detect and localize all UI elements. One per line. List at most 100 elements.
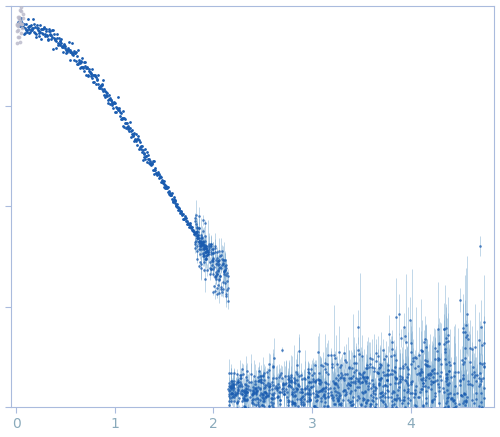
Point <box>364 361 372 368</box>
Point <box>344 384 352 391</box>
Point <box>258 391 266 398</box>
Point <box>279 380 287 387</box>
Point <box>234 378 242 385</box>
Point <box>378 413 386 420</box>
Point <box>418 401 426 408</box>
Point <box>200 258 208 265</box>
Point <box>316 381 324 388</box>
Point <box>460 375 468 382</box>
Point <box>234 382 242 388</box>
Point <box>406 317 414 324</box>
Point <box>476 242 484 249</box>
Point <box>214 282 222 289</box>
Point <box>448 395 456 402</box>
Point <box>450 423 458 430</box>
Point <box>234 383 242 390</box>
Point <box>428 378 436 385</box>
Point <box>422 411 430 418</box>
Point <box>422 335 430 342</box>
Point <box>380 419 388 426</box>
Point <box>434 354 442 361</box>
Point <box>257 373 265 380</box>
Point <box>292 406 300 413</box>
Point <box>411 387 419 394</box>
Point <box>363 365 371 372</box>
Point <box>220 267 228 274</box>
Point <box>440 388 448 395</box>
Point <box>410 406 418 413</box>
Point <box>260 398 268 405</box>
Point <box>339 388 347 395</box>
Point <box>352 375 360 382</box>
Point <box>204 241 212 248</box>
Point <box>198 234 206 241</box>
Point <box>332 406 340 413</box>
Point <box>354 392 362 399</box>
Point <box>374 369 382 376</box>
Point <box>234 378 242 385</box>
Point <box>315 408 323 415</box>
Point <box>403 388 411 395</box>
Point <box>417 347 425 354</box>
Point <box>366 354 374 361</box>
Point <box>427 419 435 426</box>
Point <box>287 378 295 385</box>
Point <box>284 383 292 390</box>
Point <box>354 375 362 382</box>
Point <box>321 410 329 417</box>
Point <box>310 402 318 409</box>
Point <box>359 373 367 380</box>
Point <box>462 398 470 405</box>
Point <box>239 371 247 378</box>
Point <box>215 277 223 284</box>
Point <box>436 340 444 347</box>
Point <box>450 390 458 397</box>
Point <box>300 393 308 400</box>
Point <box>446 409 454 416</box>
Point <box>212 268 220 275</box>
Point <box>466 408 474 415</box>
Point <box>306 365 314 372</box>
Point <box>414 352 422 359</box>
Point <box>220 268 228 275</box>
Point <box>252 384 260 391</box>
Point <box>385 330 393 337</box>
Point <box>252 390 260 397</box>
Point <box>234 416 242 423</box>
Point <box>230 370 238 377</box>
Point <box>363 373 371 380</box>
Point <box>228 393 236 400</box>
Point <box>265 386 273 393</box>
Point <box>348 398 356 405</box>
Point <box>330 417 338 424</box>
Point <box>387 352 395 359</box>
Point <box>338 426 345 433</box>
Point <box>212 272 220 279</box>
Point <box>348 379 356 386</box>
Point <box>470 374 478 381</box>
Point <box>334 395 342 402</box>
Point <box>324 406 332 413</box>
Point <box>258 372 266 379</box>
Point <box>219 286 227 293</box>
Point <box>230 385 238 392</box>
Point <box>332 379 340 386</box>
Point <box>262 382 270 388</box>
Point <box>330 413 338 420</box>
Point <box>264 384 272 391</box>
Point <box>362 379 370 386</box>
Point <box>465 418 473 425</box>
Point <box>258 392 266 399</box>
Point <box>392 392 400 399</box>
Point <box>298 386 306 393</box>
Point <box>436 377 444 384</box>
Point <box>379 392 387 399</box>
Point <box>478 360 486 367</box>
Point <box>444 331 452 338</box>
Point <box>468 396 475 403</box>
Point <box>305 390 313 397</box>
Point <box>202 244 209 251</box>
Point <box>314 431 322 437</box>
Point <box>434 381 442 388</box>
Point <box>447 405 455 412</box>
